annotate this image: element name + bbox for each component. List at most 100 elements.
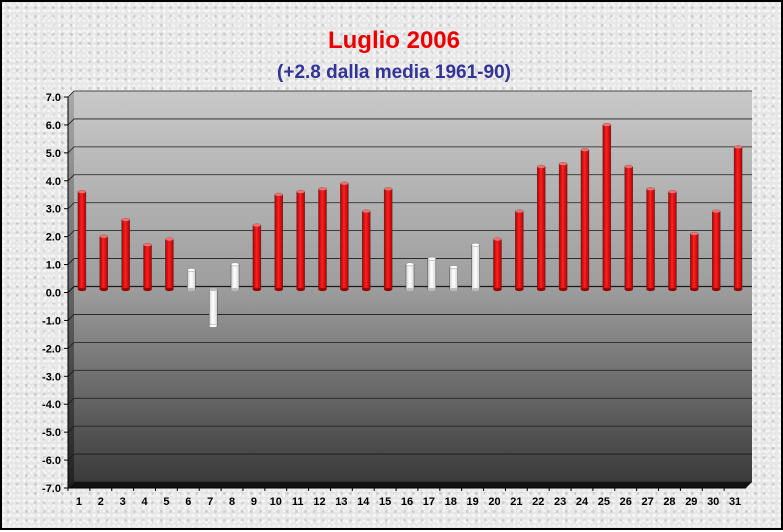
y-tick-label: -7.0 xyxy=(42,483,61,495)
bar xyxy=(99,234,109,292)
bar xyxy=(427,257,437,292)
x-tick-label: 3 xyxy=(120,496,126,508)
bar xyxy=(230,262,240,292)
y-tick-label: -2.0 xyxy=(42,343,61,355)
x-tick-label: 18 xyxy=(445,496,457,508)
bar xyxy=(690,231,699,292)
bar xyxy=(274,192,283,292)
x-tick-label: 4 xyxy=(141,496,148,508)
bar xyxy=(449,265,458,292)
y-tick-label: 3.0 xyxy=(46,204,61,216)
x-tick-label: 28 xyxy=(663,496,675,508)
gridline xyxy=(67,258,752,265)
y-tick-labels: 7.0 6.0 5.0 4.0 3.0 2.0 1.0 0.0 -1.0 -2.0 -3.0 -4.0… xyxy=(42,92,68,495)
bar xyxy=(733,145,743,292)
gridline xyxy=(67,314,752,321)
bar xyxy=(493,237,502,292)
x-tick-label: 13 xyxy=(335,496,347,508)
chart-title: Luglio 2006 xyxy=(328,27,460,54)
x-tick-label: 10 xyxy=(270,496,282,508)
gridline xyxy=(67,369,752,377)
gridline xyxy=(67,481,752,489)
bar xyxy=(121,217,130,292)
bar xyxy=(340,181,349,292)
x-tick-label: 14 xyxy=(357,496,370,508)
x-tick-label: 30 xyxy=(707,496,719,508)
x-tick-label: 23 xyxy=(554,496,566,508)
bar xyxy=(252,223,262,292)
x-tick-label: 19 xyxy=(466,496,478,508)
x-tick-label: 31 xyxy=(729,496,741,508)
x-tick-label: 17 xyxy=(423,496,435,508)
y-tick-label: 0.0 xyxy=(46,288,61,300)
gridline xyxy=(67,146,752,154)
bar xyxy=(515,209,524,292)
y-tick-label: 4.0 xyxy=(46,176,61,188)
bar xyxy=(668,189,677,292)
plot-floor xyxy=(68,482,752,488)
bar xyxy=(471,243,480,292)
gridline xyxy=(67,90,752,98)
bar xyxy=(580,148,590,292)
y-tick-label: 1.0 xyxy=(46,260,61,272)
bar xyxy=(558,162,568,292)
y-tick-label: 5.0 xyxy=(46,148,61,160)
x-tick-label: 12 xyxy=(313,496,325,508)
bars xyxy=(77,122,743,328)
x-tick-label: 27 xyxy=(641,496,653,508)
x-tick-label: 29 xyxy=(685,496,697,508)
x-tick-label: 1 xyxy=(76,496,82,508)
x-tick-label: 11 xyxy=(292,496,304,508)
y-tick-label: 6.0 xyxy=(46,120,61,132)
gridline xyxy=(67,230,752,237)
x-tick-label: 22 xyxy=(532,496,544,508)
bar xyxy=(77,189,87,292)
bar xyxy=(143,243,152,292)
gridline xyxy=(67,453,752,461)
x-tick-labels: 1 2 3 4 5 6 7 8 9 10 11 12 13 14 15 16 17 18 19 20 21 22 23 24 2… xyxy=(67,488,741,508)
bar xyxy=(624,164,633,292)
bar xyxy=(362,209,371,292)
bar xyxy=(383,187,393,292)
bar xyxy=(405,262,415,292)
x-tick-label: 8 xyxy=(229,496,235,508)
bar xyxy=(602,122,612,292)
x-tick-label: 20 xyxy=(488,496,500,508)
x-tick-label: 16 xyxy=(401,496,413,508)
y-tick-label: -4.0 xyxy=(42,399,61,411)
x-tick-label: 2 xyxy=(98,496,104,508)
y-tick-label: -6.0 xyxy=(42,455,61,467)
gridlines xyxy=(67,90,752,489)
gridline xyxy=(67,341,752,349)
x-tick-label: 5 xyxy=(163,496,169,508)
y-tick-label: 2.0 xyxy=(46,232,61,244)
y-tick-label: -1.0 xyxy=(42,315,61,327)
x-tick-label: 9 xyxy=(251,496,257,508)
gridline xyxy=(67,202,752,209)
bar xyxy=(187,268,196,292)
y-tick-label: 7.0 xyxy=(46,92,61,104)
x-tick-label: 24 xyxy=(576,496,589,508)
y-tick-label: -3.0 xyxy=(42,371,61,383)
bar xyxy=(646,187,655,292)
x-tick-label: 26 xyxy=(620,496,632,508)
chart-subtitle: (+2.8 dalla media 1961-90) xyxy=(277,62,511,83)
y-tick-label: -5.0 xyxy=(42,427,61,439)
x-tick-label: 25 xyxy=(598,496,610,508)
bar xyxy=(296,189,305,292)
bar xyxy=(711,209,721,292)
x-tick-label: 15 xyxy=(379,496,391,508)
bar xyxy=(165,237,174,292)
x-tick-label: 21 xyxy=(510,496,522,508)
gridline xyxy=(67,118,752,126)
gridline xyxy=(67,425,752,433)
x-tick-label: 6 xyxy=(185,496,191,508)
bar xyxy=(208,287,218,328)
gridline xyxy=(67,285,752,293)
bar xyxy=(318,187,327,292)
gridline xyxy=(67,397,752,405)
gridline xyxy=(67,174,752,182)
bar xyxy=(537,164,546,292)
